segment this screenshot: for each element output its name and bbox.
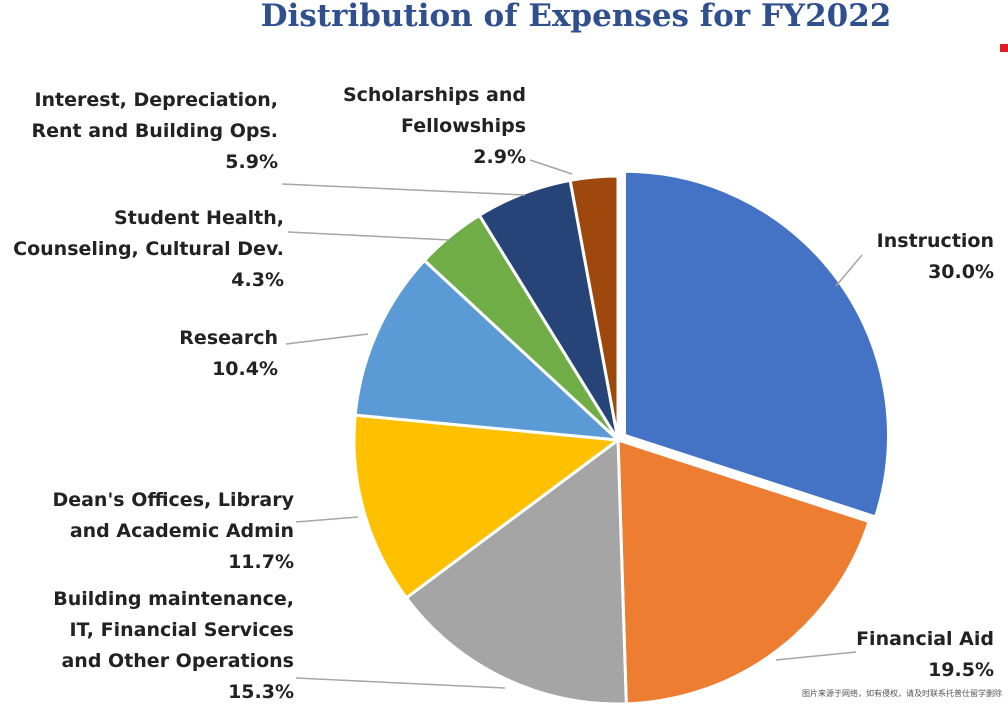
- slice-category-label: Student Health,: [114, 207, 284, 229]
- slice-category-label: Research: [179, 327, 278, 349]
- leader-lines-layer: [281, 159, 863, 689]
- slice-value-label: 30.0%: [928, 261, 994, 283]
- pie-slice-5: [353, 258, 623, 442]
- slice-category-label: Counseling, Cultural Dev.: [13, 238, 284, 260]
- slice-value-label: 10.4%: [212, 358, 278, 380]
- slice-label-3: Building maintenance, IT, Financial Servi…: [53, 588, 294, 703]
- slice-value-label: 19.5%: [928, 659, 994, 681]
- edge-marker: [1000, 44, 1008, 52]
- slice-category-label: Scholarships and: [343, 84, 526, 106]
- slices-layer: [352, 169, 890, 706]
- slice-label-1: Instruction 30.0%: [877, 230, 994, 283]
- slice-category-label: Dean's Offices, Library: [52, 489, 294, 511]
- slice-value-label: 4.3%: [231, 269, 284, 291]
- leader-line-4: [295, 516, 359, 523]
- pie-slice-2: [616, 437, 871, 706]
- labels-layer: Instruction 30.0% Financial Aid 19.5% Buildi…: [13, 84, 994, 703]
- chart-title: Distribution of Expenses for FY2022: [261, 0, 892, 34]
- slice-category-label: Rent and Building Ops.: [32, 120, 278, 142]
- slice-label-7: Interest, Depreciation, Rent and Building…: [32, 89, 278, 173]
- watermark-text: 图片来源于网络，如有侵权，请及时联系托普仕留学删除: [800, 687, 1004, 700]
- slice-category-label: Interest, Depreciation,: [34, 89, 278, 111]
- slice-value-label: 5.9%: [225, 151, 278, 173]
- slice-category-label: Building maintenance,: [53, 588, 294, 610]
- pie-slice-1: [622, 169, 890, 519]
- slice-category-label: IT, Financial Services: [69, 619, 294, 641]
- leader-line-8: [529, 159, 573, 175]
- leader-line-6: [287, 231, 451, 241]
- slice-label-4: Dean's Offices, Library and Academic Admi…: [52, 489, 294, 573]
- leader-line-3: [295, 677, 506, 689]
- leader-line-5: [285, 333, 369, 345]
- slice-value-label: 11.7%: [228, 551, 294, 573]
- slice-label-8: Scholarships and Fellowships 2.9%: [343, 84, 526, 168]
- pie-slice-8: [568, 174, 620, 441]
- leader-line-1: [835, 254, 863, 287]
- leader-line-7: [281, 183, 526, 196]
- slice-label-6: Student Health, Counseling, Cultural Dev.…: [13, 207, 284, 291]
- pie-slice-3: [404, 437, 628, 706]
- slice-label-2: Financial Aid 19.5%: [856, 628, 994, 681]
- slice-value-label: 15.3%: [228, 681, 294, 703]
- slice-category-label: Financial Aid: [856, 628, 994, 650]
- leader-line-2: [775, 651, 857, 661]
- slice-category-label: and Other Operations: [61, 650, 294, 672]
- slice-value-label: 2.9%: [473, 146, 526, 168]
- pie-slice-4: [352, 413, 623, 600]
- slice-label-5: Research 10.4%: [179, 327, 278, 380]
- slice-category-label: Instruction: [877, 230, 994, 252]
- slice-category-label: and Academic Admin: [70, 520, 294, 542]
- slice-category-label: Fellowships: [401, 115, 526, 137]
